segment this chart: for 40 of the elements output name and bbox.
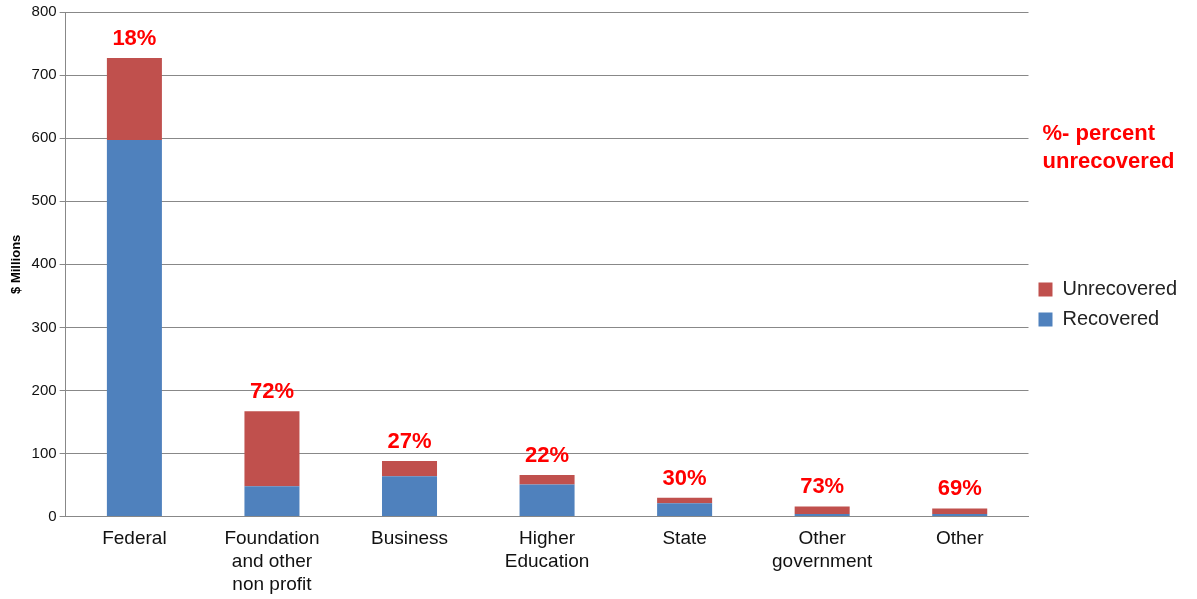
annotation: 18%: [112, 25, 157, 51]
bar: [794, 506, 850, 515]
x-tick-label: Other: [935, 527, 985, 549]
x-tick-label: Foundation and other non profit: [224, 527, 320, 594]
annotation: 27%: [387, 428, 432, 454]
y-tick-label: 100: [31, 443, 57, 461]
y-tick-label: 500: [31, 191, 57, 209]
bar: [382, 476, 438, 517]
y-tick-label: 800: [31, 2, 57, 20]
bar: [106, 140, 162, 517]
legend-label: Unrecovered: [1062, 277, 1178, 300]
bar: [794, 514, 850, 517]
annotation: 72%: [249, 378, 294, 404]
annotation: 22%: [525, 442, 570, 468]
bar: [932, 514, 988, 517]
bar: [657, 503, 713, 517]
y-tick-label: 300: [31, 317, 57, 335]
annotation: 73%: [800, 473, 845, 499]
bar: [519, 484, 575, 517]
y-tick-label: 0: [48, 506, 57, 524]
x-tick-label: State: [662, 527, 707, 549]
y-axis-title: $ Millions: [8, 234, 24, 294]
bar: [244, 486, 300, 517]
y-tick-label: 400: [31, 254, 57, 272]
text: %- percent unrecovered: [1042, 120, 1175, 173]
x-tick-label: Federal: [102, 527, 167, 549]
bar: [382, 461, 438, 477]
annotation: 30%: [662, 464, 707, 490]
legend-label: Recovered: [1062, 307, 1160, 330]
y-tick-label: 700: [31, 65, 57, 83]
annotation: 69%: [937, 475, 982, 501]
x-tick-label: Other government: [772, 527, 874, 572]
bar: [932, 508, 988, 515]
bar: [244, 411, 300, 487]
x-tick-label: Higher Education: [504, 527, 590, 572]
y-tick-label: 600: [31, 128, 57, 146]
x-tick-label: Business: [370, 527, 449, 549]
bar: [106, 58, 162, 141]
bar: [519, 474, 575, 485]
y-tick-label: 200: [31, 380, 57, 398]
